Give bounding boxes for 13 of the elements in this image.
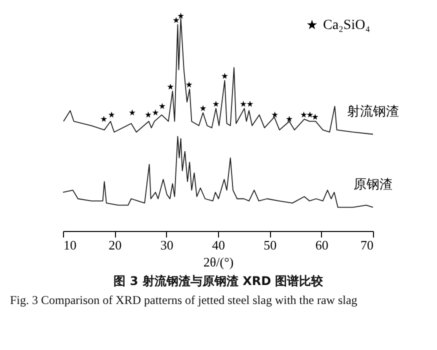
x-tick-label: 30 xyxy=(160,238,174,252)
series-label: 原钢渣 xyxy=(354,177,392,192)
x-axis-title: 2θ/(°) xyxy=(203,254,234,270)
caption: 图 3 射流钢渣与原钢渣 XRD 图谱比较 xyxy=(112,273,324,289)
x-tick-label: 40 xyxy=(212,238,225,252)
x-tick-label: 60 xyxy=(315,238,328,252)
series-label: 射流钢渣 xyxy=(347,103,399,120)
x-tick-label: 50 xyxy=(264,238,277,252)
x-tick-label: 10 xyxy=(64,238,76,252)
legend-label: Ca₂SiO₄ xyxy=(323,18,370,33)
x-tick-label: 70 xyxy=(360,238,374,252)
caption: Fig. 3 Comparison of XRD patterns of jetted steel slag with the raw slag xyxy=(10,292,358,308)
x-tick-label: 20 xyxy=(108,238,122,252)
